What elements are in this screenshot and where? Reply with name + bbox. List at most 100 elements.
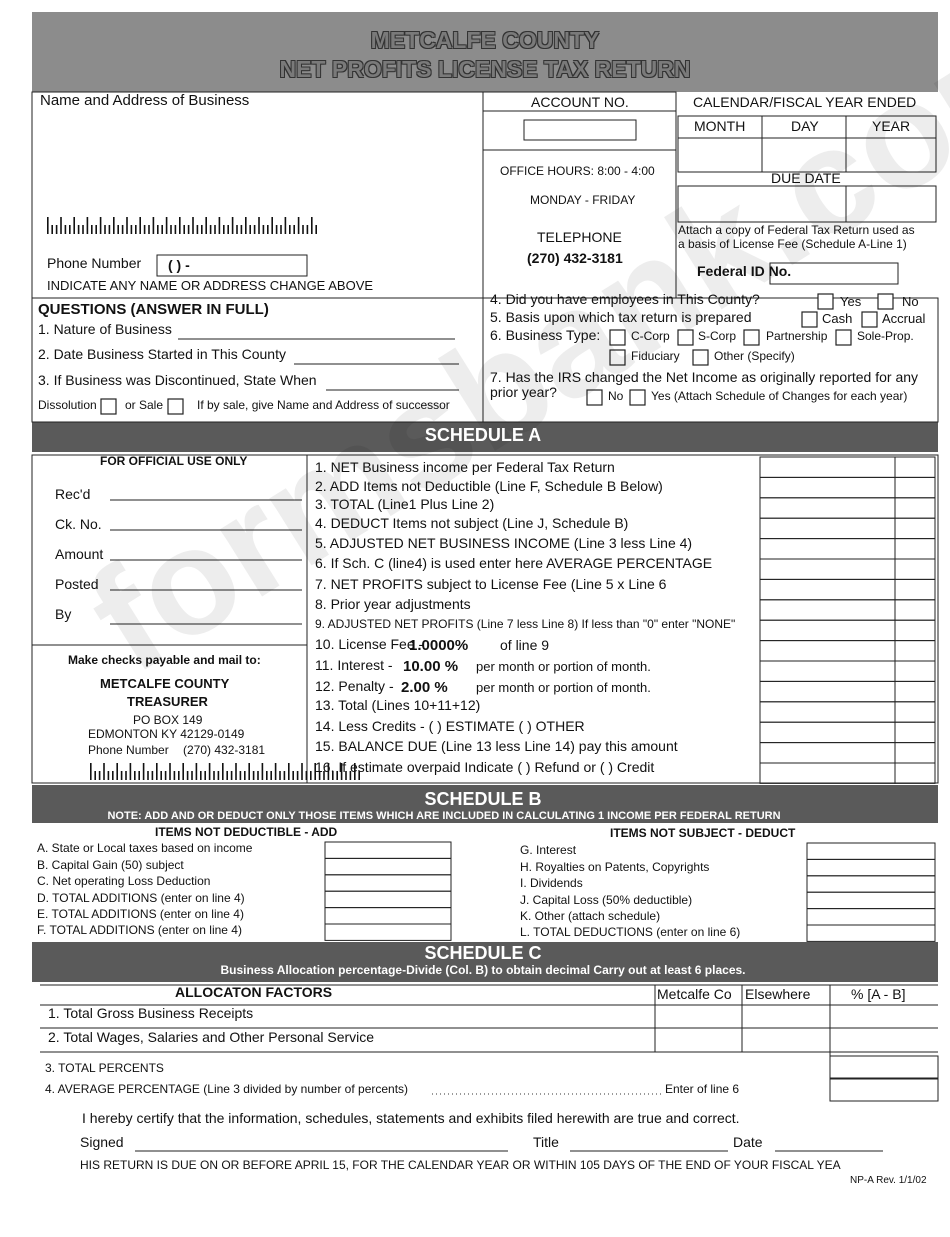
barcode-bar bbox=[305, 771, 308, 780]
barcode-bar bbox=[164, 771, 167, 780]
question: 6. Business Type: bbox=[490, 327, 601, 344]
add-item: B. Capital Gain (50) subject bbox=[37, 857, 184, 872]
label: Title bbox=[533, 1134, 559, 1151]
barcode-bar bbox=[311, 217, 313, 234]
phone-format: ( ) - bbox=[168, 257, 190, 274]
line-item: 14. Less Credits - ( ) ESTIMATE ( ) OTHE… bbox=[315, 718, 585, 735]
barcode-bar bbox=[182, 763, 184, 780]
text: per month or portion of month. bbox=[476, 679, 651, 695]
barcode-bar bbox=[274, 763, 277, 780]
barcode-bar bbox=[195, 763, 198, 780]
column-header: MONTH bbox=[694, 118, 746, 135]
header-band bbox=[32, 12, 938, 92]
checkbox bbox=[801, 311, 818, 328]
text: of line 9 bbox=[500, 637, 550, 654]
barcode-bar bbox=[94, 771, 96, 780]
column-header: % [A - B] bbox=[851, 986, 906, 1003]
barcode-bar bbox=[117, 225, 119, 234]
official-field: Amount bbox=[55, 546, 104, 563]
barcode-bar bbox=[327, 763, 330, 780]
line-item: 12. Penalty - bbox=[315, 678, 394, 695]
barcode-bar bbox=[213, 771, 215, 780]
question: 7. Has the IRS changed the Net Income as… bbox=[490, 369, 919, 386]
add-item: C. Net operating Loss Deduction bbox=[37, 874, 211, 889]
column-header: DAY bbox=[791, 118, 819, 135]
barcode-bar bbox=[90, 763, 92, 780]
line-item: 1. NET Business income per Federal Tax R… bbox=[315, 459, 615, 476]
barcode-bar bbox=[240, 225, 243, 234]
due-date-box bbox=[677, 185, 937, 223]
barcode-bar bbox=[266, 771, 268, 780]
barcode-bar bbox=[302, 225, 304, 234]
barcode-bar bbox=[201, 225, 203, 234]
label: TELEPHONE bbox=[537, 229, 622, 246]
barcode-bar bbox=[218, 217, 221, 234]
checkbox bbox=[677, 329, 694, 346]
option: Sole-Prop. bbox=[857, 329, 914, 344]
question: 1. Nature of Business bbox=[38, 321, 172, 338]
barcode-bar bbox=[173, 771, 176, 780]
label: Name and Address of Business bbox=[40, 91, 250, 109]
barcode-bar bbox=[261, 763, 264, 780]
barcode-bar bbox=[318, 771, 321, 780]
barcode-bar bbox=[270, 771, 272, 780]
add-item: F. TOTAL ADDITIONS (enter on line 4) bbox=[37, 923, 242, 938]
barcode-bar bbox=[196, 225, 199, 234]
label: CALENDAR/FISCAL YEAR ENDED bbox=[693, 94, 917, 111]
revision: NP-A Rev. 1/1/02 bbox=[850, 1174, 927, 1186]
deduct-item: J. Capital Loss (50% deductible) bbox=[520, 892, 693, 907]
barcode-bar bbox=[275, 225, 278, 234]
barcode-bar bbox=[147, 771, 149, 780]
barcode-bar bbox=[69, 225, 71, 234]
option: Yes (Attach Schedule of Changes for each… bbox=[651, 389, 908, 404]
barcode-bar bbox=[217, 771, 220, 780]
barcode-bar bbox=[284, 217, 287, 234]
cents-box bbox=[894, 456, 936, 478]
deduct-item: I. Dividends bbox=[520, 876, 583, 891]
barcode-bar bbox=[200, 771, 202, 780]
label: FOR OFFICIAL USE ONLY bbox=[100, 454, 248, 469]
barcode-bar bbox=[214, 225, 216, 234]
deduct-item: G. Interest bbox=[520, 843, 577, 858]
official-field: By bbox=[55, 606, 72, 623]
option: Fiduciary bbox=[631, 349, 680, 364]
cents-box bbox=[894, 701, 936, 723]
cents-box bbox=[894, 517, 936, 540]
add-item: E. TOTAL ADDITIONS (enter on line 4) bbox=[37, 907, 244, 921]
option: or Sale bbox=[125, 398, 164, 413]
amount-box bbox=[759, 578, 896, 601]
section-title: QUESTIONS (ANSWER IN FULL) bbox=[38, 300, 269, 318]
barcode-bar bbox=[60, 217, 62, 234]
barcode-bar bbox=[152, 217, 155, 234]
barcode-bar bbox=[253, 225, 256, 234]
barcode-bar bbox=[205, 217, 207, 234]
federal-id-input bbox=[769, 262, 899, 285]
statement: I hereby certify that the information, s… bbox=[82, 1110, 740, 1127]
note: NOTE: ADD AND OR DEDUCT ONLY THOSE ITEMS… bbox=[107, 809, 781, 822]
barcode-bar bbox=[77, 225, 80, 234]
barcode-bar bbox=[186, 771, 189, 780]
barcode-bar bbox=[345, 771, 347, 780]
box bbox=[306, 454, 939, 784]
add-item: A. State or Local taxes based on income bbox=[37, 841, 253, 856]
barcode-bar bbox=[204, 771, 206, 780]
rate: 2.00 % bbox=[401, 678, 448, 696]
barcode-bar bbox=[134, 771, 136, 780]
phone: (270) 432-3181 bbox=[183, 743, 266, 758]
deduct-box bbox=[806, 875, 936, 893]
barcode-bar bbox=[108, 225, 111, 234]
barcode-bar bbox=[103, 763, 105, 780]
option: No bbox=[608, 389, 624, 404]
amount-box bbox=[759, 742, 896, 764]
barcode-bar bbox=[288, 763, 290, 780]
label: Signed bbox=[80, 1134, 124, 1151]
barcode-bar bbox=[135, 225, 137, 234]
deduct-item: K. Other (attach schedule) bbox=[520, 909, 661, 923]
average-box bbox=[829, 1078, 939, 1102]
barcode-bar bbox=[139, 217, 141, 234]
checkbox bbox=[835, 329, 852, 346]
note: If by sale, give Name and Address of suc… bbox=[197, 398, 450, 413]
barcode-bar bbox=[227, 225, 229, 234]
note: HIS RETURN IS DUE ON OR BEFORE APRIL 15,… bbox=[80, 1158, 841, 1173]
deduct-box bbox=[806, 908, 936, 926]
